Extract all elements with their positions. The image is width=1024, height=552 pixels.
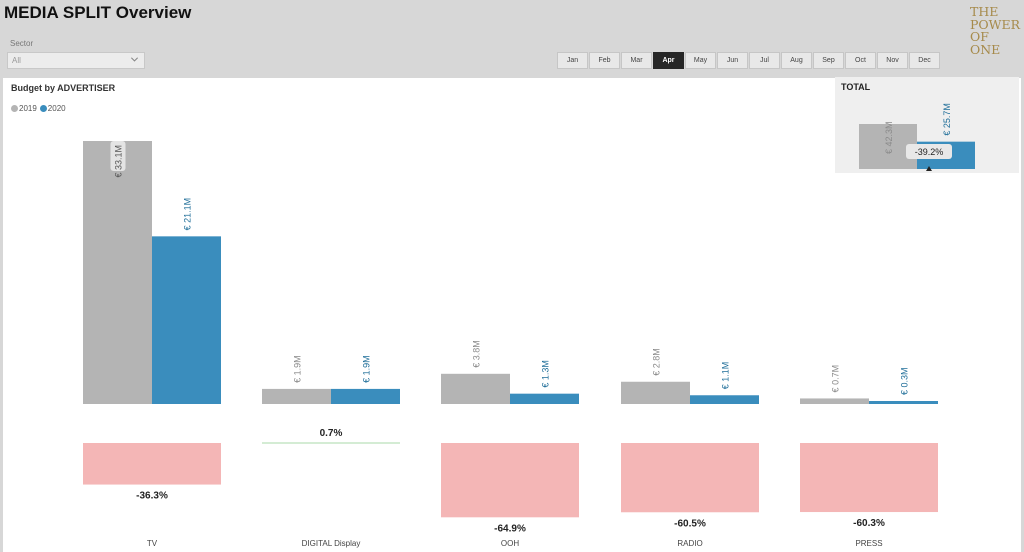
month-button-sep[interactable]: Sep [813,52,844,69]
caret-up-icon [926,166,932,171]
change-label: -64.9% [494,523,526,534]
bar-2020-radio[interactable] [690,395,759,404]
month-button-aug[interactable]: Aug [781,52,812,69]
bar-2019-press[interactable] [800,398,869,404]
change-bar-tv[interactable] [83,443,221,485]
change-bar-ooh[interactable] [441,443,579,518]
data-label-2020: € 1.1M [721,362,731,390]
category-label: TV [147,539,158,548]
month-button-nov[interactable]: Nov [877,52,908,69]
month-button-apr[interactable]: Apr [653,52,684,69]
data-label-2019: € 33.1M [114,145,124,178]
logo-text-line: ONE [970,41,1001,57]
month-button-dec[interactable]: Dec [909,52,940,69]
bar-2019-radio[interactable] [621,381,690,404]
data-label-2019: € 2.8M [652,348,662,376]
legend-label-2019: 2019 [19,104,37,113]
total-card-title: TOTAL [841,82,871,92]
category-label: RADIO [677,539,702,548]
bar-2019-ooh[interactable] [441,373,510,404]
change-label: -60.3% [853,518,885,529]
data-label-2019: € 0.7M [831,365,841,393]
chart-legend: 2019 2020 [11,104,67,113]
bar-2019-tv[interactable] [83,141,152,404]
month-button-mar[interactable]: Mar [621,52,652,69]
data-label-2019: € 3.8M [472,340,482,368]
data-label-2020: € 21.1M [183,198,193,231]
change-bar-radio[interactable] [621,443,759,513]
logo-text-line: OF [970,29,989,44]
sector-filter-label: Sector [10,39,34,48]
data-label-2020: € 1.3M [541,360,551,388]
category-label: DIGITAL Display [302,539,361,548]
change-label: -60.5% [674,518,706,529]
data-label-bg [110,141,126,171]
bar-2020-tv[interactable] [152,236,221,404]
legend-dot-2019 [11,105,18,112]
bar-2020-press[interactable] [869,401,938,404]
logo-text-line: POWER [970,16,1021,32]
data-label-2020: € 1.9M [362,355,372,383]
power-of-one-logo: THE POWER OF ONE [970,4,1021,57]
total-card: TOTAL € 42.3M € 25.7M -39.2% [835,77,1019,173]
change-label: -36.3% [136,491,168,502]
change-bar-press[interactable] [800,443,938,513]
bar-2020-ooh[interactable] [510,393,579,404]
month-button-jul[interactable]: Jul [749,52,780,69]
month-button-oct[interactable]: Oct [845,52,876,69]
month-button-jun[interactable]: Jun [717,52,748,69]
bar-2019-digital-display[interactable] [262,388,331,404]
category-label: OOH [501,539,519,548]
month-button-feb[interactable]: Feb [589,52,620,69]
sector-dropdown[interactable]: All [7,52,145,69]
page-title: MEDIA SPLIT Overview [4,3,192,22]
legend-label-2020: 2020 [47,104,66,113]
chevron-down-icon [130,57,139,62]
month-slicer: Jan Feb Mar Apr May Jun Jul Aug Sep Oct Nov Dec [557,52,940,69]
total-change-bg [906,144,952,159]
logo-text-line: THE [970,4,999,19]
chart-title: Budget by ADVERTISER [11,83,116,93]
category-label: PRESS [855,539,882,548]
total-chart-svg: € 42.3M € 25.7M -39.2% [859,103,975,171]
data-label-2019: € 1.9M [293,355,303,383]
total-label-2019: € 42.3M [884,121,894,154]
total-label-2020: € 25.7M [942,103,952,136]
month-button-may[interactable]: May [685,52,716,69]
legend-dot-2020 [39,105,47,112]
month-button-jan[interactable]: Jan [557,52,588,69]
data-label-2020: € 0.3M [900,367,910,395]
total-change-label: -39.2% [915,147,944,157]
sector-dropdown-value: All [12,56,21,65]
bar-2020-digital-display[interactable] [331,388,400,404]
change-label: 0.7% [320,428,343,439]
